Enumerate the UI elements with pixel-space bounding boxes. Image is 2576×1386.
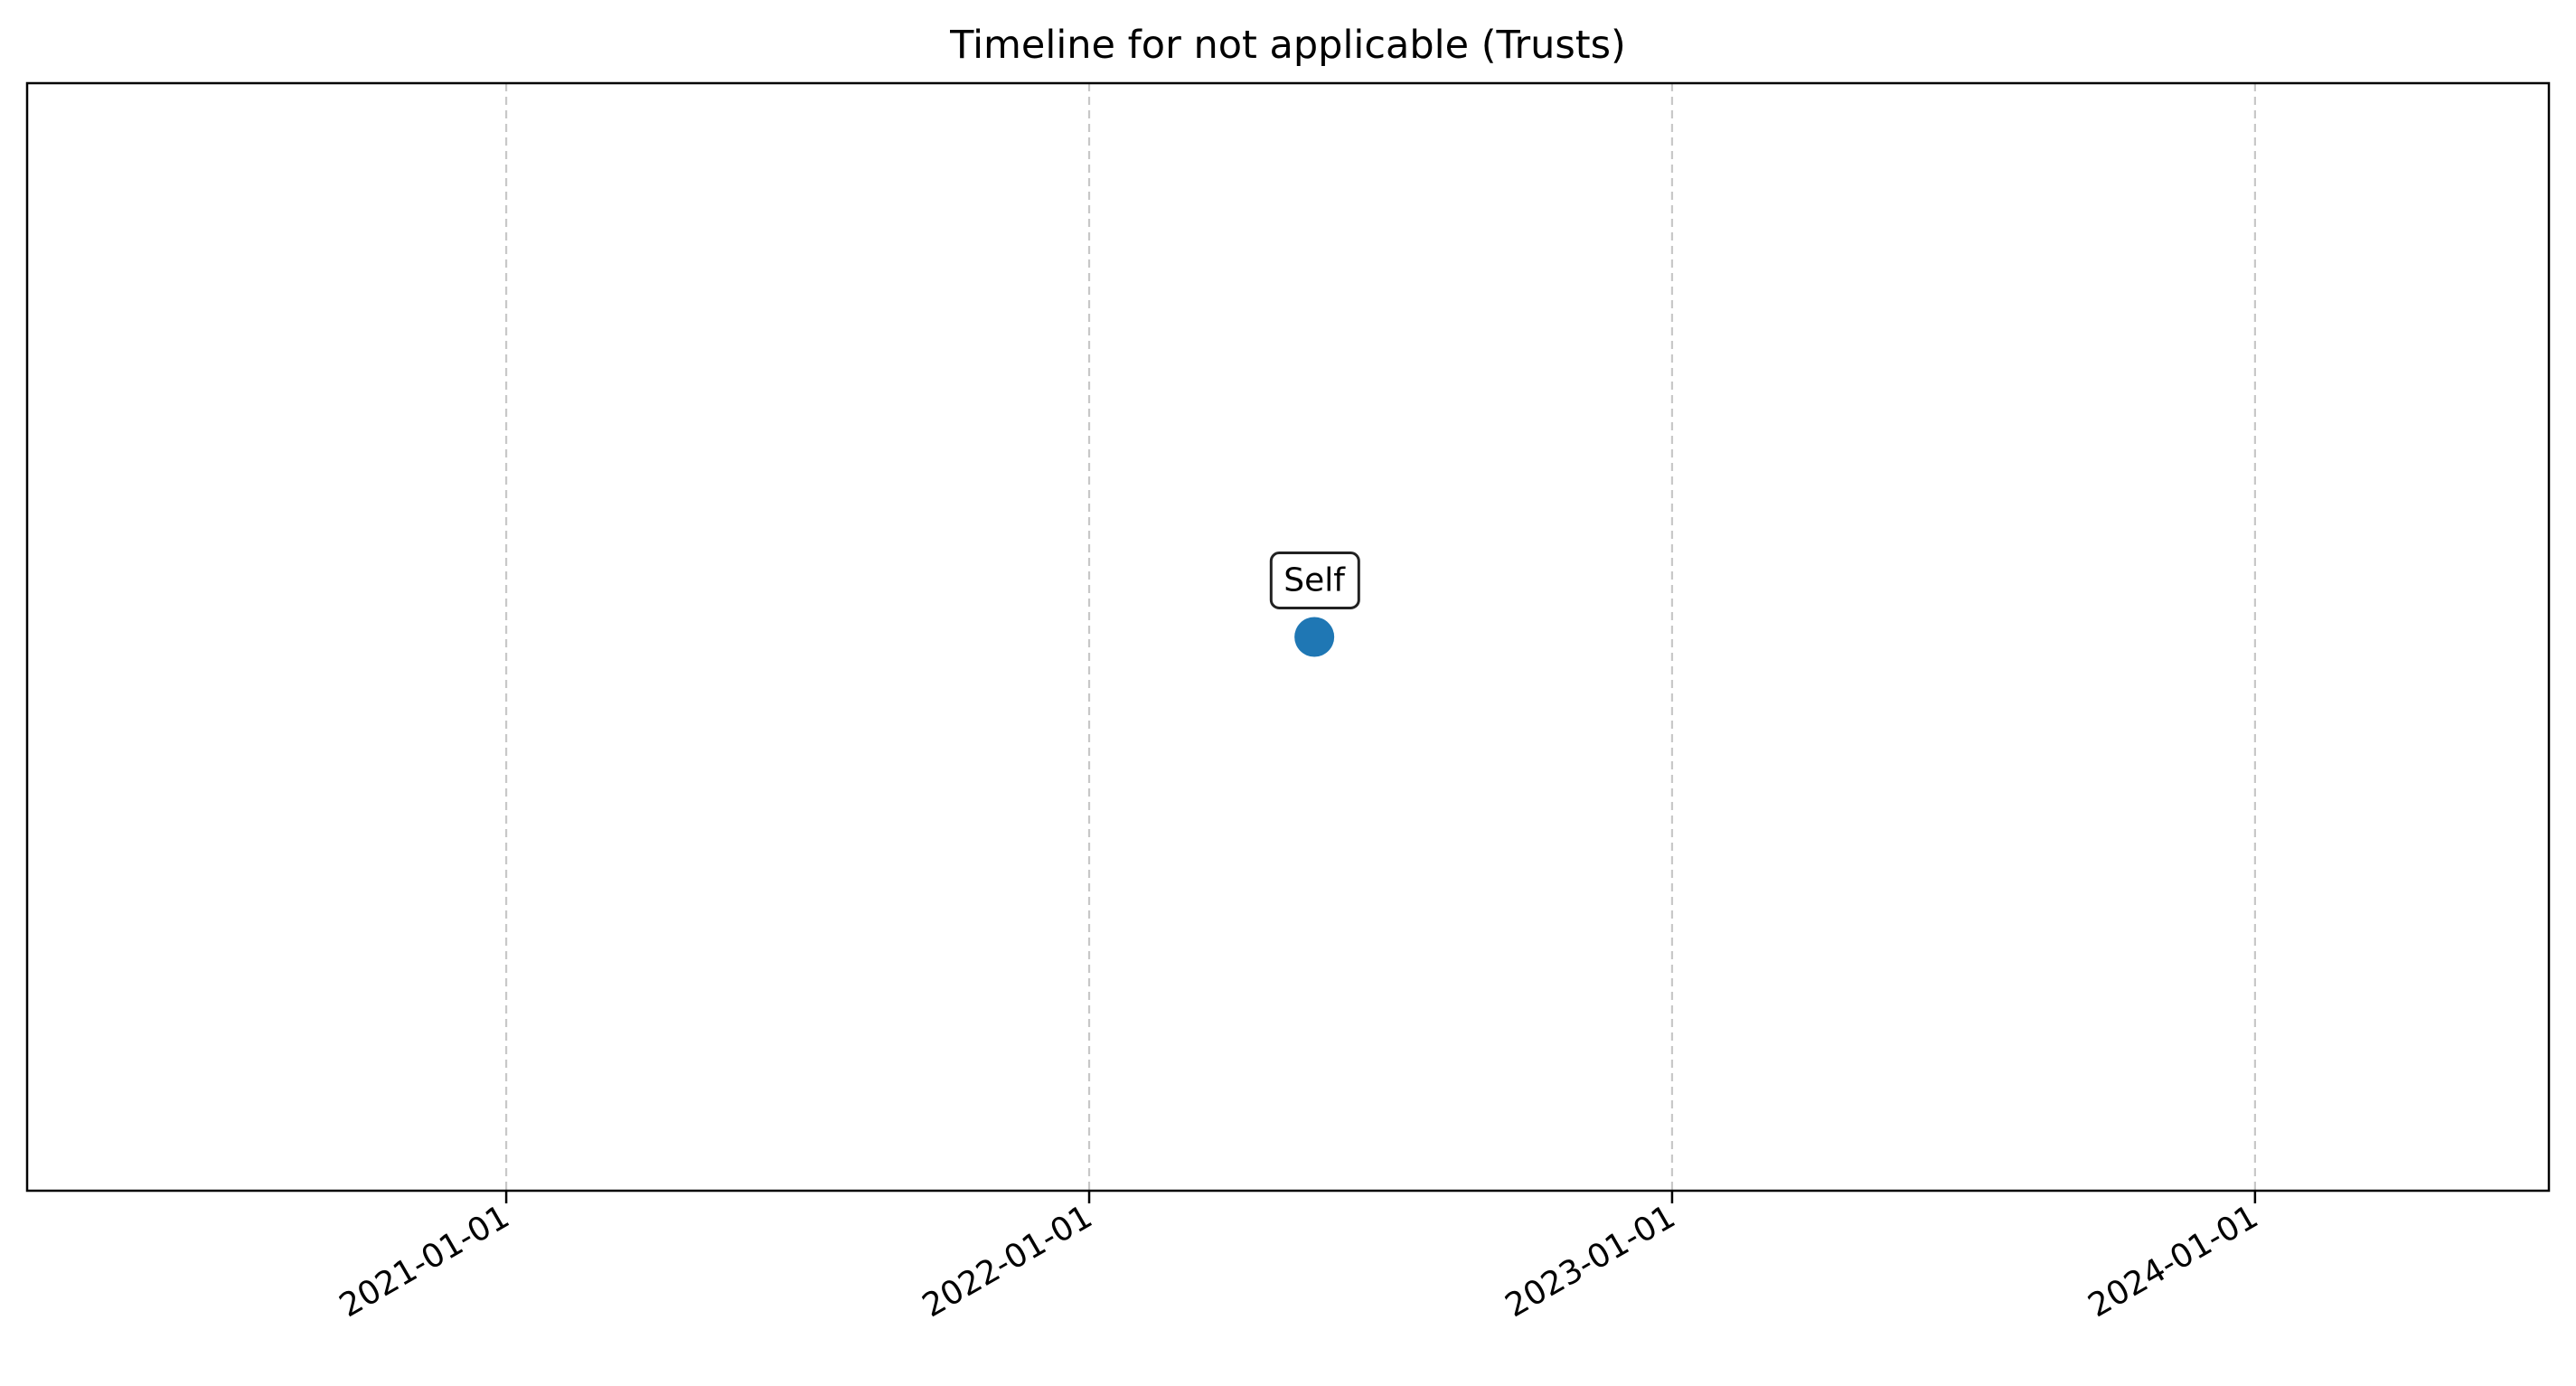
- x-tick-label: 2023-01-01: [1500, 1198, 1682, 1325]
- x-tick-label: 2024-01-01: [2082, 1198, 2265, 1325]
- x-axis: 2021-01-01 2022-01-01 2023-01-01 2024-01-01: [334, 1191, 2264, 1325]
- plot-frame: [25, 81, 2551, 1193]
- point-annotation-label: Self: [1283, 562, 1346, 599]
- x-tick-label: 2022-01-01: [917, 1198, 1099, 1325]
- chart-title: Timeline for not applicable (Trusts): [949, 23, 1626, 68]
- data-layer: Self: [1269, 552, 1360, 657]
- x-tick-label: 2021-01-01: [334, 1198, 516, 1325]
- grid-layer: [504, 83, 2256, 1191]
- data-point: [1294, 617, 1335, 657]
- point-annotation-box: [1269, 552, 1360, 609]
